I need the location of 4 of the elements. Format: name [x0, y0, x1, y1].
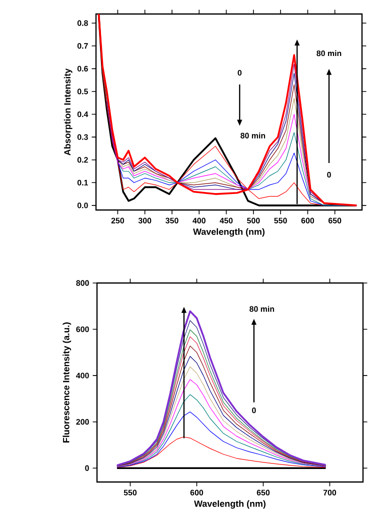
y-axis-title: Fluorescence Intensity (a.u.): [62, 322, 72, 442]
x-axis-title: Wavelength (nm): [194, 500, 266, 509]
y-axis-title: Absorption Intensity: [64, 68, 72, 156]
x-axis-title: Wavelength (nm): [193, 228, 265, 237]
